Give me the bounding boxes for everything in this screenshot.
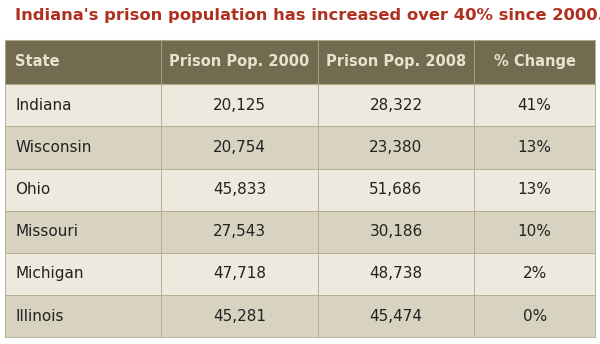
Bar	[318, 126, 474, 169]
Text: 48,738: 48,738	[370, 266, 422, 281]
Text: Michigan: Michigan	[16, 266, 84, 281]
Bar	[5, 84, 161, 126]
Text: 13%: 13%	[518, 182, 551, 197]
Bar	[161, 126, 318, 169]
Bar	[161, 211, 318, 253]
Text: 28,322: 28,322	[370, 98, 422, 113]
Text: 51,686: 51,686	[370, 182, 422, 197]
Bar	[5, 253, 161, 295]
Bar	[318, 169, 474, 211]
Bar	[318, 40, 474, 84]
Bar	[474, 40, 595, 84]
Bar	[318, 295, 474, 337]
Text: 41%: 41%	[518, 98, 551, 113]
Bar	[161, 253, 318, 295]
Bar	[5, 169, 161, 211]
Text: 45,474: 45,474	[370, 309, 422, 324]
Text: Prison Pop. 2000: Prison Pop. 2000	[169, 54, 310, 69]
Bar	[318, 211, 474, 253]
Text: 0%: 0%	[523, 309, 547, 324]
Text: Missouri: Missouri	[16, 224, 79, 239]
Text: Ohio: Ohio	[16, 182, 50, 197]
Text: 2%: 2%	[523, 266, 547, 281]
Text: 10%: 10%	[518, 224, 551, 239]
Text: Prison Pop. 2008: Prison Pop. 2008	[326, 54, 466, 69]
Text: % Change: % Change	[494, 54, 575, 69]
Bar	[474, 84, 595, 126]
Bar	[318, 84, 474, 126]
Text: Wisconsin: Wisconsin	[16, 140, 92, 155]
Bar	[161, 40, 318, 84]
Bar	[474, 253, 595, 295]
Text: 23,380: 23,380	[370, 140, 422, 155]
Text: 45,833: 45,833	[213, 182, 266, 197]
Text: State: State	[16, 54, 60, 69]
Bar	[5, 295, 161, 337]
Bar	[5, 211, 161, 253]
Bar	[474, 169, 595, 211]
Text: 30,186: 30,186	[370, 224, 422, 239]
Bar	[5, 40, 161, 84]
Bar	[474, 211, 595, 253]
Text: 13%: 13%	[518, 140, 551, 155]
Text: Indiana: Indiana	[16, 98, 72, 113]
Bar	[318, 253, 474, 295]
Bar	[161, 169, 318, 211]
Text: 45,281: 45,281	[213, 309, 266, 324]
Text: 20,125: 20,125	[213, 98, 266, 113]
Bar	[474, 126, 595, 169]
Text: 20,754: 20,754	[213, 140, 266, 155]
Bar	[161, 295, 318, 337]
Text: 47,718: 47,718	[213, 266, 266, 281]
Bar	[474, 295, 595, 337]
Bar	[5, 126, 161, 169]
Bar	[161, 84, 318, 126]
Text: 27,543: 27,543	[213, 224, 266, 239]
Text: Indiana's prison population has increased over 40% since 2000.: Indiana's prison population has increase…	[16, 8, 600, 23]
Text: Illinois: Illinois	[16, 309, 64, 324]
